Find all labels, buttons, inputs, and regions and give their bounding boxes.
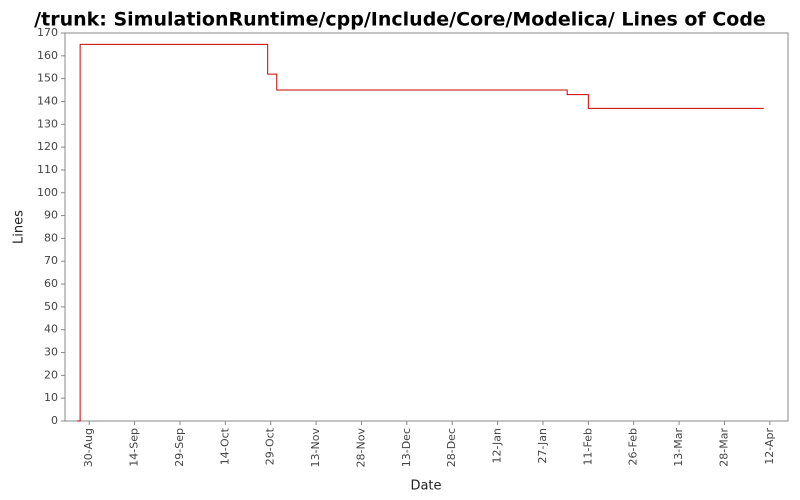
- plot-area: [64, 32, 789, 422]
- x-tick-label: 29-Oct: [264, 427, 277, 465]
- y-tick-label: 20: [44, 368, 58, 381]
- chart-title: /trunk: SimulationRuntime/cpp/Include/Co…: [34, 9, 766, 31]
- y-tick-label: 110: [37, 163, 58, 176]
- y-tick-label: 170: [37, 26, 58, 39]
- y-tick-label: 70: [44, 254, 58, 267]
- x-tick-label: 13-Dec: [400, 428, 413, 467]
- x-tick-label: 13-Nov: [309, 428, 322, 468]
- y-tick-label: 160: [37, 49, 58, 62]
- x-tick-label: 28-Nov: [354, 428, 367, 468]
- x-tick-label: 12-Jan: [491, 428, 504, 464]
- y-tick-label: 100: [37, 186, 58, 199]
- y-tick-label: 30: [44, 346, 58, 359]
- x-tick-label: 11-Feb: [581, 428, 594, 465]
- y-tick-label: 50: [44, 300, 58, 313]
- y-tick-label: 130: [37, 117, 58, 130]
- y-tick-label: 80: [44, 231, 58, 244]
- y-tick-label: 150: [37, 72, 58, 85]
- y-tick-label: 10: [44, 391, 58, 404]
- x-tick-label: 28-Mar: [717, 428, 730, 467]
- x-tick-label: 14-Sep: [128, 428, 141, 467]
- x-tick-label: 14-Oct: [218, 427, 231, 465]
- x-tick-label: 30-Aug: [82, 428, 95, 467]
- x-tick-label: 27-Jan: [536, 428, 549, 464]
- x-axis-label: Date: [410, 479, 441, 494]
- y-tick-label: 0: [51, 414, 58, 427]
- data-line: [77, 43, 764, 422]
- x-tick-label: 26-Feb: [627, 428, 640, 465]
- y-tick-label: 120: [37, 140, 58, 153]
- y-tick-label: 40: [44, 323, 58, 336]
- x-tick-label: 29-Sep: [173, 428, 186, 467]
- x-tick-label: 28-Dec: [445, 428, 458, 467]
- y-axis-label: Lines: [12, 210, 27, 244]
- y-tick-label: 90: [44, 209, 58, 222]
- y-tick-label: 140: [37, 94, 58, 107]
- x-tick-label: 12-Apr: [763, 428, 776, 465]
- y-tick-label: 60: [44, 277, 58, 290]
- x-tick-label: 13-Mar: [672, 428, 685, 467]
